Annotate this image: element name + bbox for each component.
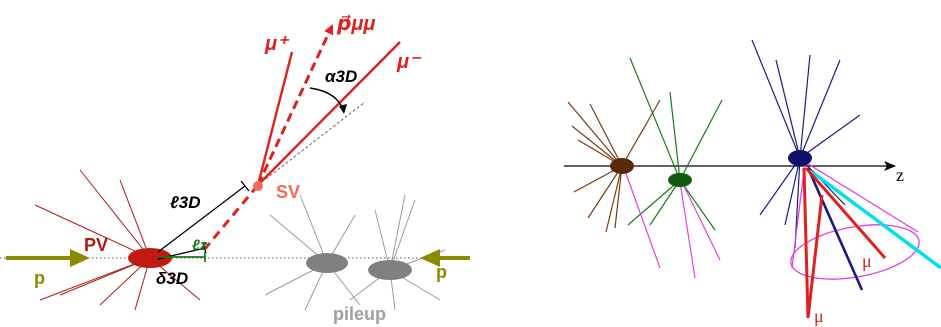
mu-dir-gray [257, 101, 366, 186]
pileup-label: pileup [333, 304, 386, 324]
l3d-line [157, 185, 246, 253]
left-diagram: μ⁺ μ⁻ p⃗μμ α3D ℓ3D SV PV ℓz δ3D p p pile… [0, 13, 470, 324]
sv-vertex [253, 181, 263, 191]
proton-arrow-left [6, 249, 90, 267]
delta-label: δ3D [156, 269, 188, 288]
proton-right-label: p [436, 262, 447, 282]
p-mumu-label: p⃗μμ [336, 13, 375, 35]
mu-minus-track [257, 41, 401, 186]
alpha-arc [309, 87, 345, 113]
z-axis-label: z [896, 165, 904, 185]
green-tracks [627, 57, 723, 231]
pileup-vertex-2 [368, 260, 412, 280]
brown-tracks [567, 99, 661, 233]
pv-tracks [34, 169, 201, 311]
cyan-track [810, 170, 941, 270]
magenta-tracks-left [623, 167, 721, 279]
navy-cone-track [806, 167, 864, 291]
muon-track-upper [804, 167, 887, 259]
mu-lower-label: μ [814, 306, 824, 326]
pv-label: PV [84, 235, 108, 255]
mu-plus-track [256, 51, 294, 186]
pileup-vertex-1 [306, 253, 348, 273]
alpha-label: α3D [325, 67, 357, 86]
muon-track-lower [802, 167, 810, 319]
navy-vertex [788, 150, 812, 166]
right-diagram: z μ μ [564, 39, 941, 326]
proton-left-label: p [34, 268, 45, 288]
pmumu-extension [202, 184, 260, 251]
mu-minus-label: μ⁻ [396, 51, 422, 73]
l3d-label: ℓ3D [170, 193, 201, 212]
p-mumu-arrow [256, 24, 334, 186]
lz-label: ℓz [192, 237, 208, 254]
brown-vertex [610, 158, 634, 174]
proton-arrow-right [420, 249, 470, 267]
pileup-tracks [264, 194, 446, 311]
mu-upper-label: μ [862, 251, 872, 271]
mu-plus-label: μ⁺ [264, 33, 290, 55]
green-vertex [668, 173, 692, 187]
sv-label: SV [276, 182, 300, 202]
pv-vertex [128, 248, 172, 268]
